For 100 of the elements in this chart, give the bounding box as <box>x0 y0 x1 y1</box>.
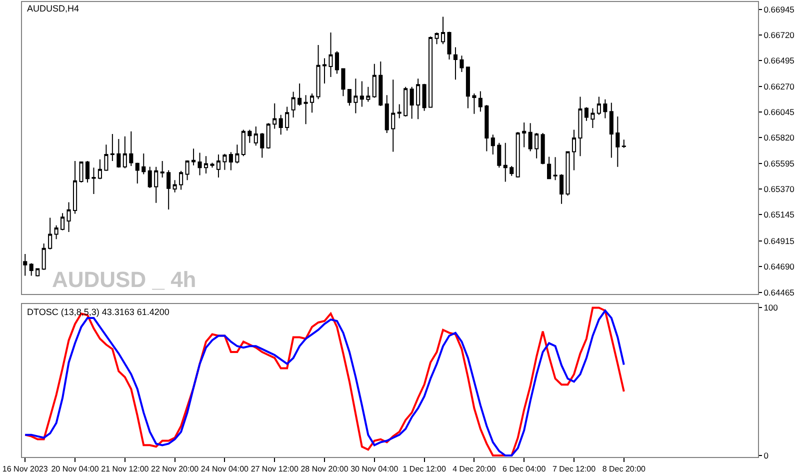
candlestick <box>472 92 476 114</box>
candlestick <box>603 98 608 119</box>
candlestick <box>584 106 588 122</box>
candlestick <box>534 132 539 159</box>
x-tick-label: 20 Nov 04:00 <box>51 464 100 474</box>
y-tick-label: 0.66720 <box>764 30 795 40</box>
candlestick <box>92 167 96 194</box>
candlestick <box>298 83 302 106</box>
candlestick <box>66 202 71 232</box>
candlestick <box>447 31 452 60</box>
candlestick <box>410 86 414 120</box>
y-tick-label: 0.65145 <box>764 210 795 220</box>
y-tick-label: 0.66270 <box>764 81 795 92</box>
candlestick <box>490 134 495 155</box>
candlestick <box>503 142 508 182</box>
candlestick <box>116 138 121 168</box>
candlestick <box>616 116 620 168</box>
y-tick-label: 0.64915 <box>764 236 795 246</box>
candlestick <box>460 55 464 73</box>
y-tick-label: 0.65370 <box>764 184 795 194</box>
candlestick <box>360 80 364 108</box>
candlestick <box>440 16 446 45</box>
candlestick <box>516 132 520 178</box>
candlestick <box>185 160 190 181</box>
candlestick <box>98 158 102 180</box>
candlestick <box>192 148 196 166</box>
candlestick <box>122 136 127 169</box>
candlestick <box>210 162 214 168</box>
candlestick <box>404 86 408 118</box>
candlestick <box>416 78 420 120</box>
candlestick <box>547 156 552 180</box>
candlestick <box>104 144 108 172</box>
candlestick <box>248 129 252 144</box>
x-tick-label: 1 Dec 12:00 <box>402 464 446 474</box>
y-tick-label: 0.65595 <box>764 158 795 168</box>
y-tick-label: 0 <box>764 450 769 460</box>
candlestick <box>85 160 90 183</box>
candlestick <box>129 130 134 167</box>
candlestick <box>179 170 184 190</box>
candlestick <box>135 162 140 184</box>
y-tick-label: 0.66945 <box>764 4 795 14</box>
x-tick-label: 24 Nov 04:00 <box>200 464 250 474</box>
candlestick <box>204 156 208 174</box>
candlestick <box>466 66 470 109</box>
annotation: AUDUSD _ 4h <box>52 267 196 292</box>
candlestick <box>166 170 171 210</box>
candlestick <box>79 162 84 183</box>
candlestick <box>428 36 433 108</box>
candlestick <box>510 166 514 176</box>
y-tick-label: 0.66045 <box>764 107 795 118</box>
candlestick <box>453 46 458 80</box>
candlestick <box>347 88 352 106</box>
candlestick <box>304 94 308 125</box>
candlestick <box>497 142 502 168</box>
candlestick <box>522 122 526 148</box>
x-tick-label: 27 Nov 12:00 <box>250 464 299 474</box>
x-tick-label: 22 Nov 20:00 <box>151 464 200 474</box>
candlestick <box>334 50 340 74</box>
candlestick <box>42 242 46 270</box>
candlestick <box>272 102 277 130</box>
candlestick <box>553 156 558 181</box>
candlestick <box>310 92 314 114</box>
candlestick <box>142 152 146 175</box>
candlestick <box>572 129 576 171</box>
candlestick <box>291 91 296 118</box>
candlestick <box>160 160 164 178</box>
candlestick <box>198 152 202 176</box>
candlestick <box>590 108 595 129</box>
candlestick <box>484 104 489 152</box>
candlestick <box>322 58 327 84</box>
candlestick <box>266 122 270 150</box>
candlestick <box>384 94 389 134</box>
candlestick <box>285 106 290 132</box>
candlestick <box>560 174 564 204</box>
candlestick <box>216 154 220 178</box>
candlestick <box>228 152 233 171</box>
candlestick <box>609 102 614 158</box>
candlestick <box>316 44 320 100</box>
y-tick-label: 0.64690 <box>764 262 795 272</box>
candlestick <box>328 32 333 78</box>
candlestick <box>391 79 396 152</box>
x-tick-label: 30 Nov 04:00 <box>350 464 399 474</box>
x-tick-label: 8 Dec 20:00 <box>602 464 646 474</box>
x-tick-label: 7 Dec 12:00 <box>552 464 596 474</box>
candlestick <box>578 96 582 157</box>
candlestick <box>172 180 177 193</box>
candlestick <box>48 217 52 250</box>
y-tick-label: 100 <box>764 302 778 313</box>
candlestick <box>422 83 426 112</box>
candlestick <box>622 139 626 148</box>
chart-title: AUDUSD,H4 <box>26 3 79 14</box>
candlestick <box>378 61 383 107</box>
candlestick <box>241 129 246 157</box>
candlestick <box>354 78 358 114</box>
candlestick <box>148 166 152 189</box>
x-tick-label: 6 Dec 04:00 <box>502 464 546 474</box>
x-tick-label: 16 Nov 2023 <box>2 464 48 474</box>
candlestick <box>23 253 28 276</box>
y-tick-label: 0.64465 <box>764 287 795 298</box>
x-tick-label: 28 Nov 20:00 <box>300 464 349 474</box>
